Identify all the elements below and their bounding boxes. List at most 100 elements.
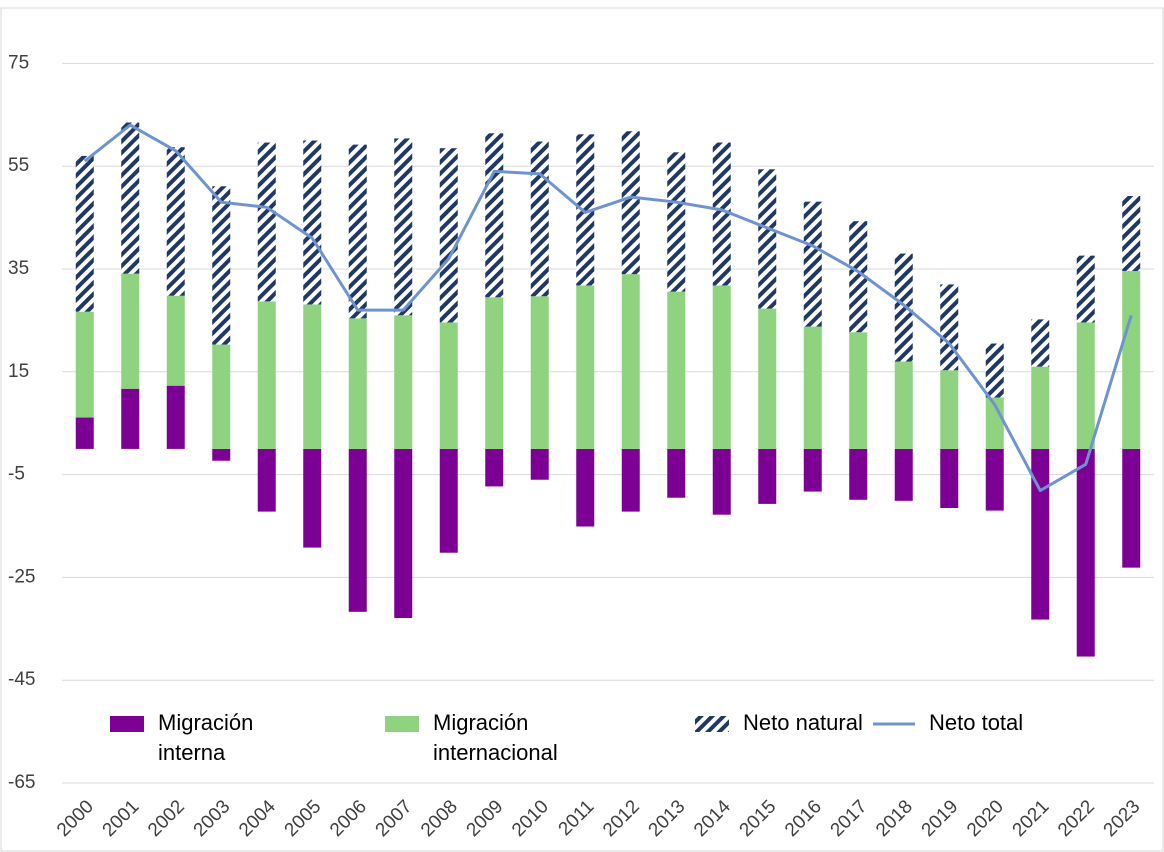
x-tick-label: 2001 (99, 796, 144, 841)
x-tick-label: 2018 (872, 796, 917, 841)
y-tick-label: -65 (8, 772, 35, 793)
bar (712, 142, 731, 286)
bar (303, 140, 322, 305)
bar (1122, 271, 1141, 449)
bar (940, 284, 959, 371)
bar (758, 308, 777, 449)
x-tick-label: 2003 (190, 796, 235, 841)
bar (166, 295, 185, 386)
bar (485, 297, 504, 449)
bar (1031, 319, 1050, 367)
bar (667, 152, 686, 292)
bar (257, 301, 276, 449)
y-tick-label: 35 (8, 258, 29, 279)
bar (803, 201, 822, 327)
legend-swatch (385, 716, 419, 732)
bar (439, 322, 458, 449)
bar (849, 332, 868, 449)
line (83, 123, 1133, 493)
bar (940, 370, 959, 449)
bar (803, 448, 822, 492)
bar (1076, 255, 1095, 323)
bar (712, 448, 731, 515)
bar (303, 448, 322, 548)
bar (121, 388, 140, 449)
bar (530, 141, 549, 297)
bar (394, 315, 413, 449)
bar (940, 448, 959, 509)
bar (530, 296, 549, 449)
bar (75, 417, 94, 449)
bar (576, 448, 595, 527)
x-tick-label: 2016 (781, 796, 826, 841)
bar (530, 448, 549, 480)
bar (576, 285, 595, 449)
bar (166, 385, 185, 449)
x-tick-label: 2015 (736, 796, 781, 841)
bar (257, 448, 276, 512)
bar (166, 147, 185, 296)
x-tick-label: 2000 (53, 796, 98, 841)
bar (894, 448, 913, 501)
bar (849, 448, 868, 500)
bar (348, 144, 367, 319)
x-tick-label: 2017 (827, 796, 872, 841)
x-tick-label: 2007 (372, 796, 417, 841)
legend-item: Migración internacional (385, 708, 633, 768)
bar (394, 448, 413, 619)
x-tick-label: 2005 (281, 796, 326, 841)
x-tick-label: 2020 (963, 796, 1008, 841)
x-tick-label: 2004 (235, 796, 280, 841)
bar (849, 221, 868, 333)
bar (1076, 448, 1095, 657)
y-tick-label: 75 (8, 52, 29, 73)
bar (212, 344, 231, 449)
legend-swatch (110, 716, 144, 732)
bar (758, 169, 777, 309)
x-tick-label: 2019 (918, 796, 963, 841)
bar (985, 448, 1004, 511)
x-tick-label: 2022 (1054, 796, 1099, 841)
y-tick-label: -25 (8, 566, 35, 587)
bar (121, 122, 140, 274)
legend-item: Neto natural (695, 708, 863, 738)
bar (485, 448, 504, 487)
x-tick-label: 2010 (508, 796, 553, 841)
bar (621, 448, 640, 512)
x-tick-label: 2012 (599, 796, 644, 841)
x-tick-label: 2009 (463, 796, 508, 841)
bar (576, 134, 595, 286)
x-tick-label: 2013 (645, 796, 690, 841)
legend-label: Migración interna (158, 710, 254, 765)
x-tick-label: 2006 (326, 796, 371, 841)
bar (1076, 322, 1095, 449)
bar (712, 285, 731, 449)
bar (758, 448, 777, 504)
bar (303, 304, 322, 449)
bar (212, 448, 231, 461)
x-tick-label: 2011 (555, 796, 599, 840)
chart-border (0, 7, 1164, 852)
y-tick-label: 55 (8, 155, 29, 176)
bar (1122, 196, 1141, 272)
bar (667, 291, 686, 449)
bar (803, 326, 822, 449)
x-tick-label: 2021 (1009, 796, 1054, 841)
y-tick-label: -45 (8, 669, 35, 690)
x-tick-label: 2002 (144, 796, 189, 841)
bar (894, 253, 913, 362)
bar (621, 131, 640, 275)
bar (485, 133, 504, 298)
legend-label: Migración internacional (433, 710, 558, 765)
bar (1122, 448, 1141, 568)
bar (75, 155, 94, 312)
bar (894, 361, 913, 449)
bar (985, 343, 1004, 398)
legend-item: Neto total (873, 708, 1129, 738)
x-tick-label: 2023 (1100, 796, 1145, 841)
bar (257, 142, 276, 302)
bar (439, 448, 458, 553)
legend-item: Migración interna (110, 708, 288, 768)
